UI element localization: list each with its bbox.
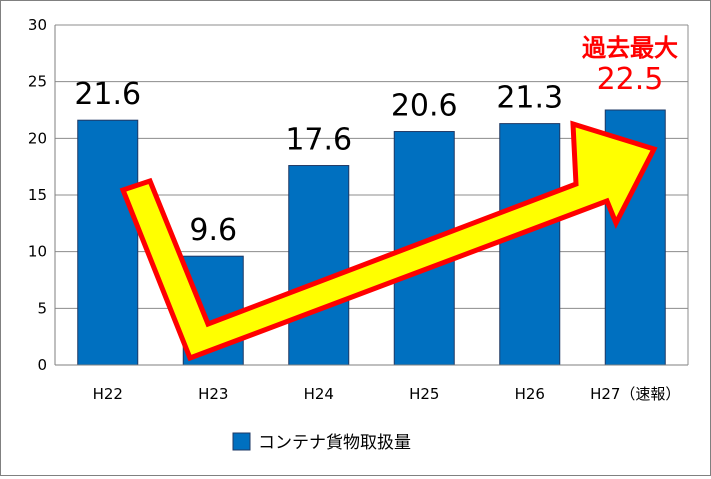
y-tick-labels: 0 5 10 15 20 25 30 xyxy=(28,16,47,374)
annotation-value-label: 22.5 xyxy=(597,62,664,97)
data-labels: 21.6 9.6 17.6 20.6 21.3 xyxy=(74,77,563,248)
y-tick-label: 10 xyxy=(28,243,47,261)
x-tick-label: H23 xyxy=(198,385,228,403)
data-label: 9.6 xyxy=(189,213,237,248)
x-tick-label: H22 xyxy=(93,385,123,403)
x-tick-label: H25 xyxy=(409,385,439,403)
x-tick-label: H27（速報） xyxy=(590,385,680,403)
bar-H26 xyxy=(499,123,561,366)
y-tick-label: 5 xyxy=(37,299,47,317)
legend-label: コンテナ貨物取扱量 xyxy=(258,433,411,453)
trend-arrow xyxy=(119,120,658,362)
legend-swatch xyxy=(232,432,251,451)
legend: コンテナ貨物取扱量 xyxy=(232,432,411,453)
y-tick-label: 0 xyxy=(37,356,47,374)
data-label: 20.6 xyxy=(391,89,458,124)
x-tick-label: H26 xyxy=(515,385,545,403)
bar-H24 xyxy=(288,165,350,366)
data-label: 21.6 xyxy=(74,77,141,112)
x-tick-labels: H22 H23 H24 H25 H26 H27（速報） xyxy=(93,385,681,403)
annotation-record-high: 過去最大 xyxy=(582,34,678,62)
y-tick-label: 25 xyxy=(28,73,47,91)
y-tick-label: 30 xyxy=(28,16,47,34)
bar-H22 xyxy=(77,119,139,366)
x-tick-label: H24 xyxy=(304,385,334,403)
data-label: 21.3 xyxy=(496,81,563,116)
y-tick-label: 15 xyxy=(28,186,47,204)
axes xyxy=(54,25,689,366)
y-tick-label: 20 xyxy=(28,129,47,147)
data-label: 17.6 xyxy=(285,123,352,158)
